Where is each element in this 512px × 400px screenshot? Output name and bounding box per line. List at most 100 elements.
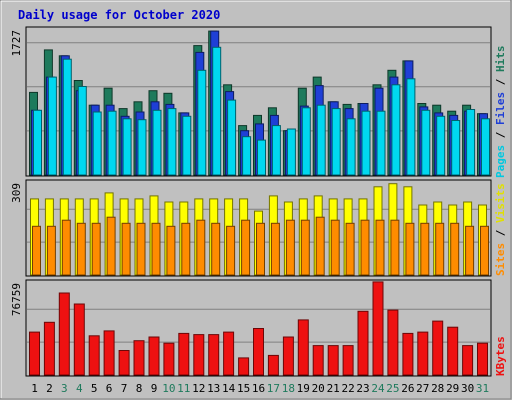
x-label-day-17: 17 [267, 382, 280, 395]
pages-bar-17 [271, 125, 281, 176]
legend-kbytes: KBytes [494, 336, 507, 376]
kbytes-bar-1 [29, 331, 40, 376]
legend-files: Files [494, 92, 507, 125]
sites-bar-2 [46, 225, 56, 276]
kbytes-bar-4 [73, 303, 85, 376]
pages-bar-9 [152, 109, 162, 176]
sites-bar-7 [121, 222, 131, 276]
pages-bar-22 [346, 118, 356, 176]
x-label-day-14: 14 [222, 382, 236, 395]
sites-bar-1 [32, 225, 41, 276]
pages-bar-4 [77, 86, 87, 176]
sites-bar-4 [76, 222, 86, 276]
kbytes-y-max-label: 76759 [10, 283, 23, 316]
kbytes-legend: KBytes [494, 336, 507, 376]
x-label-day-2: 2 [46, 382, 53, 395]
kbytes-bar-30 [462, 345, 474, 376]
x-label-day-3: 3 [61, 382, 68, 395]
sites-bar-15 [241, 219, 251, 276]
x-label-day-5: 5 [91, 382, 98, 395]
pages-bar-7 [122, 118, 132, 176]
sites-bar-20 [315, 216, 325, 276]
kbytes-bar-27 [417, 331, 429, 376]
sites-bar-14 [226, 225, 236, 276]
kbytes-bar-18 [282, 336, 294, 376]
pages-bar-25 [391, 84, 401, 176]
kbytes-bar-12 [193, 334, 205, 376]
sites-bar-16 [256, 222, 265, 276]
pages-bar-30 [466, 109, 476, 176]
x-label-day-9: 9 [151, 382, 158, 395]
kbytes-bar-20 [312, 345, 324, 376]
kbytes-bar-9 [148, 336, 160, 376]
x-label-day-26: 26 [401, 382, 414, 395]
pages-bar-26 [406, 78, 416, 176]
pages-bar-31 [481, 118, 490, 176]
legend-sep-2: / [494, 72, 507, 92]
sites-bar-28 [435, 222, 445, 276]
sites-bar-6 [106, 216, 116, 276]
sites-bar-13 [211, 222, 221, 276]
sites-bar-19 [300, 219, 310, 276]
x-label-day-20: 20 [312, 382, 325, 395]
x-label-day-22: 22 [341, 382, 354, 395]
x-label-day-21: 21 [327, 382, 340, 395]
kbytes-bar-22 [342, 345, 354, 376]
hits-y-max-label: 1727 [10, 30, 23, 57]
x-label-day-23: 23 [356, 382, 369, 395]
kbytes-bar-26 [402, 332, 414, 376]
kbytes-bar-19 [297, 319, 309, 376]
sites-bar-30 [465, 225, 475, 276]
kbytes-bar-8 [133, 340, 145, 376]
pages-bar-5 [92, 111, 102, 176]
x-label-day-7: 7 [121, 382, 128, 395]
sites-bar-3 [61, 219, 71, 276]
pages-bar-2 [47, 76, 57, 176]
x-label-day-24: 24 [371, 382, 385, 395]
sites-bar-5 [91, 222, 101, 276]
pages-bar-27 [421, 109, 431, 176]
kbytes-bar-11 [178, 332, 190, 376]
sites-bar-26 [405, 222, 415, 276]
x-label-day-30: 30 [461, 382, 474, 395]
kbytes-bar-14 [223, 331, 235, 376]
x-label-day-29: 29 [446, 382, 459, 395]
x-label-day-13: 13 [207, 382, 220, 395]
kbytes-bar-3 [58, 292, 70, 376]
kbytes-bar-31 [477, 342, 488, 376]
sites-bar-8 [136, 222, 146, 276]
sites-bar-29 [450, 222, 460, 276]
x-label-day-1: 1 [31, 382, 38, 395]
kbytes-bar-10 [163, 342, 175, 376]
kbytes-bar-29 [447, 326, 459, 376]
sites-bar-10 [166, 225, 176, 276]
legend-pages: Pages [494, 145, 507, 178]
pages-bar-1 [33, 109, 42, 176]
pages-bar-19 [301, 107, 311, 176]
kbytes-bar-21 [327, 345, 339, 376]
x-label-day-25: 25 [386, 382, 399, 395]
visits-y-max-label: 309 [10, 183, 23, 203]
pages-bar-24 [376, 110, 386, 176]
pages-bar-6 [107, 110, 117, 176]
x-label-day-28: 28 [431, 382, 444, 395]
sites-bar-23 [360, 219, 370, 276]
kbytes-bar-6 [103, 330, 115, 376]
sites-bar-12 [196, 219, 206, 276]
x-label-day-19: 19 [297, 382, 310, 395]
kbytes-bar-5 [88, 335, 100, 376]
pages-bar-16 [257, 139, 266, 176]
pages-bar-14 [227, 99, 237, 176]
chart-title: Daily usage for October 2020 [18, 8, 220, 22]
sites-bar-21 [330, 219, 340, 276]
legend-sites: Sites [494, 243, 507, 276]
sites-bar-27 [420, 222, 430, 276]
kbytes-bar-16 [253, 328, 264, 376]
kbytes-bar-28 [432, 320, 444, 376]
kbytes-bar-17 [267, 354, 279, 376]
x-label-day-10: 10 [162, 382, 175, 395]
x-label-day-4: 4 [76, 382, 83, 395]
pages-bar-8 [137, 119, 147, 176]
sites-bar-18 [285, 219, 295, 276]
